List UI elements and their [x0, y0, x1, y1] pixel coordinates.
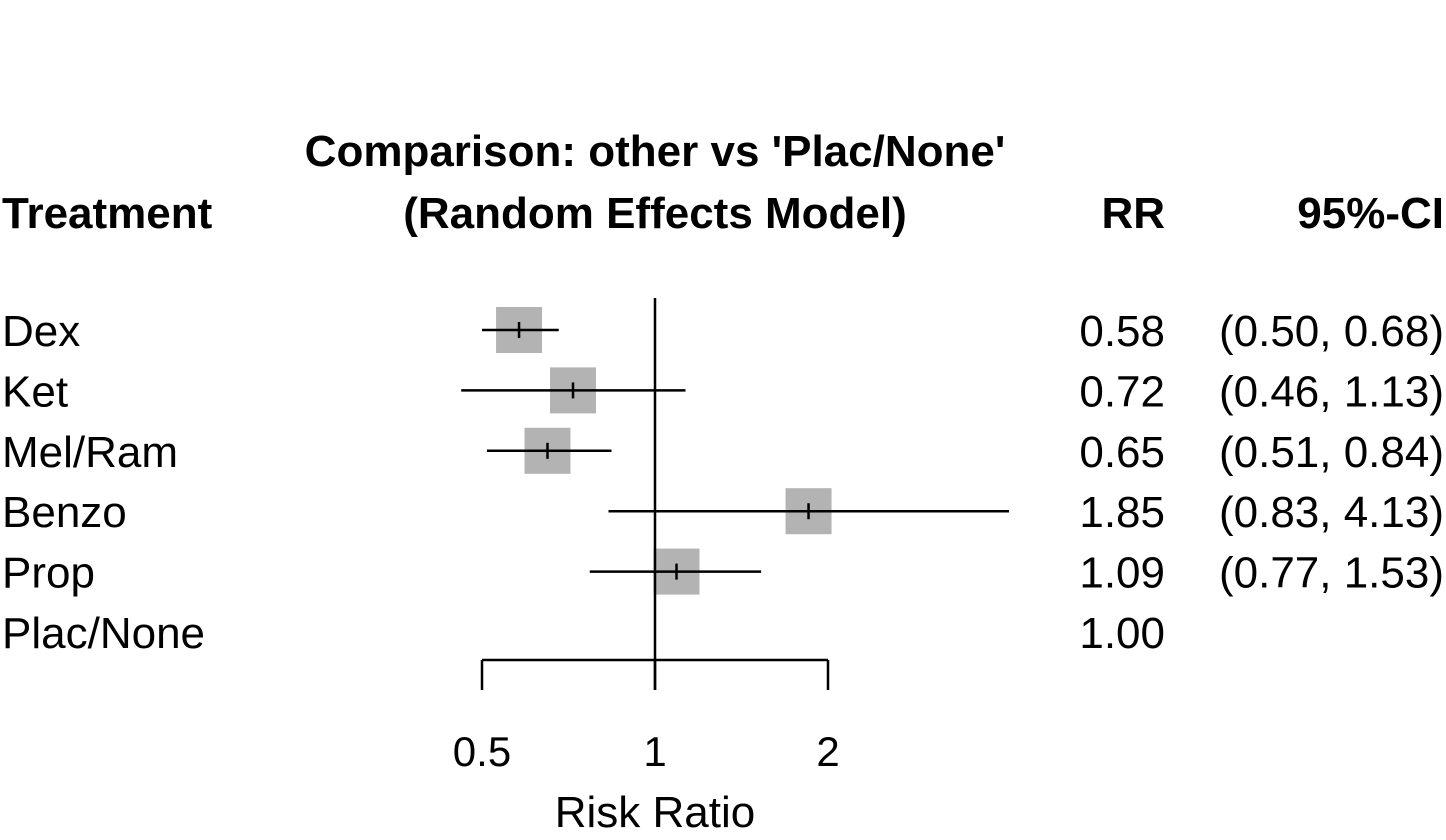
rr-value-dex: 0.58 — [1079, 307, 1165, 356]
rr-value-plac-none: 1.00 — [1079, 609, 1165, 658]
rr-column-header: RR — [1101, 189, 1165, 238]
x-tick-label-1: 1 — [643, 728, 666, 775]
x-tick-label-0.5: 0.5 — [453, 728, 511, 775]
treatment-label-dex: Dex — [2, 307, 80, 356]
x-tick-label-2: 2 — [816, 728, 839, 775]
ci-column-header: 95%-CI — [1297, 189, 1444, 238]
rows-layer: Dex 0.58 (0.50, 0.68) Ket 0.72 (0.46, 1.13) Me… — [2, 307, 1444, 658]
x-axis: 0.5 1 2 — [453, 658, 840, 775]
treatment-label-mel-ram: Mel/Ram — [2, 428, 178, 477]
marks-layer — [461, 307, 1009, 595]
treatment-label-ket: Ket — [2, 367, 68, 416]
ci-value-mel-ram: (0.51, 0.84) — [1219, 428, 1444, 477]
rr-value-benzo: 1.85 — [1079, 488, 1165, 537]
ci-value-dex: (0.50, 0.68) — [1219, 307, 1444, 356]
treatment-label-benzo: Benzo — [2, 488, 127, 537]
rr-value-prop: 1.09 — [1079, 549, 1165, 598]
ci-value-ket: (0.46, 1.13) — [1219, 367, 1444, 416]
chart-title-line-2: (Random Effects Model) — [403, 189, 907, 238]
treatment-column-header: Treatment — [2, 189, 213, 238]
treatment-label-plac-none: Plac/None — [2, 609, 205, 658]
treatment-label-prop: Prop — [2, 549, 95, 598]
x-axis-label: Risk Ratio — [555, 788, 756, 837]
rr-value-mel-ram: 0.65 — [1079, 428, 1165, 477]
ci-value-prop: (0.77, 1.53) — [1219, 549, 1444, 598]
rr-value-ket: 0.72 — [1079, 367, 1165, 416]
chart-title-line-1: Comparison: other vs 'Plac/None' — [305, 127, 1006, 176]
ci-value-benzo: (0.83, 4.13) — [1219, 488, 1444, 537]
